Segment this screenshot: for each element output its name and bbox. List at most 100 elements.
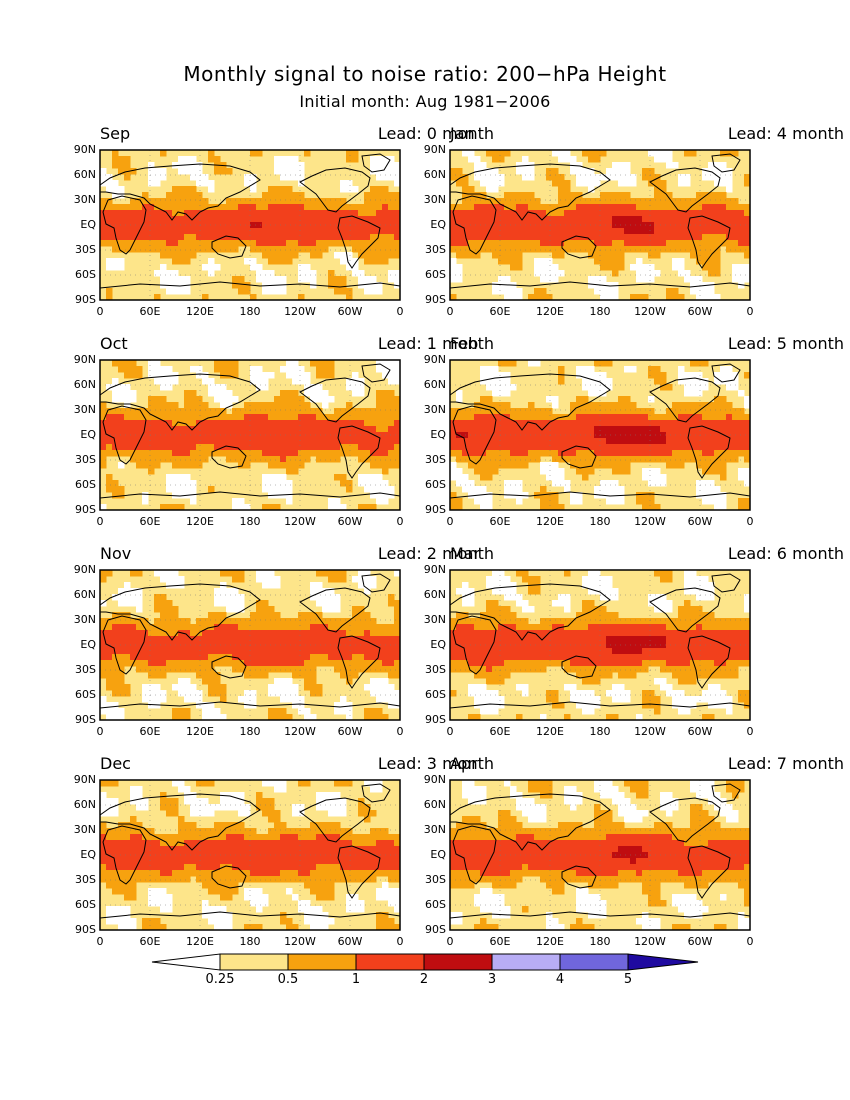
snr-cell	[696, 276, 703, 283]
snr-cell	[298, 612, 305, 619]
snr-cell	[364, 432, 371, 439]
snr-cell	[714, 204, 721, 211]
snr-cell	[474, 156, 481, 163]
snr-cell	[340, 618, 347, 625]
snr-cell	[136, 372, 143, 379]
snr-cell	[382, 456, 389, 463]
snr-cell	[382, 660, 389, 667]
snr-cell	[474, 666, 481, 673]
lat-tick-label: 90S	[75, 293, 96, 306]
snr-cell	[364, 258, 371, 265]
snr-cell	[346, 288, 353, 295]
snr-cell	[160, 252, 167, 259]
snr-cell	[594, 288, 601, 295]
snr-cell	[244, 228, 251, 235]
snr-cell	[178, 258, 185, 265]
snr-cell	[346, 708, 353, 715]
snr-cell	[112, 258, 119, 265]
snr-cell	[738, 450, 745, 457]
snr-cell	[582, 228, 589, 235]
snr-cell	[244, 828, 251, 835]
snr-cell	[328, 234, 335, 241]
snr-cell	[106, 444, 113, 451]
snr-cell	[690, 390, 697, 397]
snr-cell	[346, 618, 353, 625]
snr-cell	[474, 444, 481, 451]
snr-cell	[148, 624, 155, 631]
snr-cell	[250, 426, 257, 433]
snr-cell	[244, 630, 251, 637]
snr-cell	[310, 624, 317, 631]
snr-cell	[166, 402, 173, 409]
snr-cell	[334, 288, 341, 295]
snr-cell	[376, 198, 383, 205]
snr-cell	[382, 414, 389, 421]
snr-cell	[154, 450, 161, 457]
snr-cell	[618, 498, 625, 505]
snr-cell	[696, 672, 703, 679]
snr-cell	[208, 690, 215, 697]
snr-cell	[546, 204, 553, 211]
snr-cell	[648, 204, 655, 211]
snr-cell	[124, 384, 131, 391]
snr-cell	[492, 660, 499, 667]
snr-cell	[202, 810, 209, 817]
snr-cell	[142, 498, 149, 505]
snr-cell	[286, 852, 293, 859]
snr-cell	[148, 162, 155, 169]
snr-cell	[256, 372, 263, 379]
snr-cell	[528, 450, 535, 457]
snr-cell	[684, 180, 691, 187]
snr-cell	[648, 210, 655, 217]
snr-cell	[618, 402, 625, 409]
snr-cell	[328, 648, 335, 655]
snr-cell	[262, 600, 269, 607]
snr-cell	[274, 714, 281, 721]
snr-cell	[340, 282, 347, 289]
snr-cell	[738, 624, 745, 631]
snr-cell	[660, 450, 667, 457]
snr-cell	[720, 222, 727, 229]
snr-cell	[618, 240, 625, 247]
snr-cell	[474, 654, 481, 661]
snr-cell	[370, 636, 377, 643]
snr-cell	[136, 462, 143, 469]
snr-cell	[468, 450, 475, 457]
snr-cell	[714, 636, 721, 643]
snr-cell	[184, 414, 191, 421]
snr-cell	[678, 624, 685, 631]
snr-cell	[382, 630, 389, 637]
snr-cell	[708, 594, 715, 601]
snr-cell	[382, 684, 389, 691]
lat-tick-label: 60S	[75, 478, 96, 491]
lon-tick-label: 0	[746, 725, 754, 738]
snr-cell	[268, 570, 275, 577]
snr-cell	[738, 468, 745, 475]
snr-cell	[714, 396, 721, 403]
lat-tick-label: 90N	[73, 563, 96, 576]
snr-cell	[172, 654, 179, 661]
snr-cell	[274, 456, 281, 463]
snr-cell	[654, 198, 661, 205]
snr-cell	[382, 492, 389, 499]
snr-cell	[208, 654, 215, 661]
snr-cell	[654, 678, 661, 685]
snr-cell	[166, 582, 173, 589]
snr-cell	[642, 504, 649, 511]
snr-cell	[244, 846, 251, 853]
snr-cell	[570, 168, 577, 175]
snr-cell	[498, 174, 505, 181]
snr-cell	[292, 624, 299, 631]
snr-cell	[636, 240, 643, 247]
snr-cell	[310, 432, 317, 439]
snr-cell	[684, 378, 691, 385]
snr-cell	[118, 672, 125, 679]
snr-cell	[394, 192, 401, 199]
snr-cell	[690, 420, 697, 427]
snr-cell	[220, 684, 227, 691]
snr-cell	[654, 246, 661, 253]
snr-cell	[220, 432, 227, 439]
snr-cell	[292, 438, 299, 445]
snr-cell	[142, 828, 149, 835]
snr-cell	[534, 258, 541, 265]
